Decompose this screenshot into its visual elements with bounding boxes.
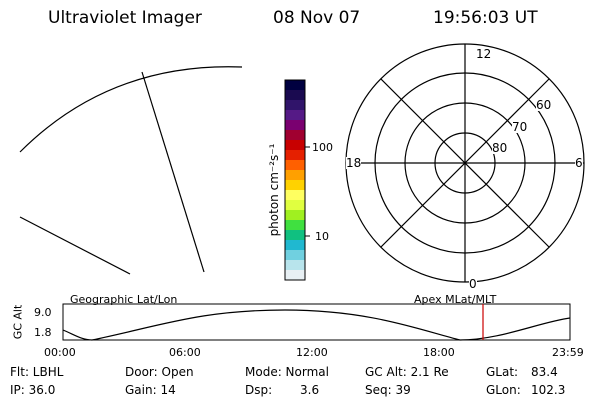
colorbar-cell (285, 120, 305, 131)
info-glon-label: GLon: (486, 383, 521, 397)
colorbar-cell (285, 170, 305, 181)
geo-meridian-line (141, 71, 205, 273)
lat-label-80: 80 (492, 141, 508, 155)
altplot-right-title: Apex MLat/MLT (414, 293, 497, 306)
colorbar-cell (285, 110, 305, 121)
altitude-curve (62, 309, 571, 341)
altplot-xtick-2359: 23:59 (552, 346, 584, 359)
colorbar-cell (285, 260, 305, 271)
altplot-frame (62, 303, 571, 341)
altplot-xtick-0000: 00:00 (44, 346, 76, 359)
colorbar-cell (285, 250, 305, 261)
colorbar-cell (285, 240, 305, 251)
lat-label-70: 70 (512, 120, 528, 134)
info-glon-value: 102.3 (531, 383, 566, 397)
colorbar-cell (285, 140, 305, 151)
colorbar-cell (285, 80, 305, 91)
colorbar-cell (285, 180, 305, 191)
info-mode: Mode: Normal (245, 365, 329, 379)
mlt-label-12: 12 (476, 47, 492, 61)
app-title: Ultraviolet Imager (48, 8, 202, 28)
mlt-label-0: 0 (469, 277, 477, 291)
colorbar-cell (285, 90, 305, 101)
altplot-xtick-1800: 18:00 (423, 346, 455, 359)
lat-label-60: 60 (536, 98, 552, 112)
info-gc-alt: GC Alt: 2.1 Re (365, 365, 449, 379)
altplot-ytick-high: 9.0 (34, 306, 52, 319)
info-dsp-value: 3.6 (300, 383, 320, 397)
info-filter: Flt: LBHL (10, 365, 64, 379)
info-gain: Gain: 14 (125, 383, 176, 397)
geo-latitude-line (19, 216, 131, 275)
info-glat-label: GLat: (486, 365, 519, 379)
colorbar-cell (285, 190, 305, 201)
colorbar-cell (285, 210, 305, 221)
date-label: 08 Nov 07 (273, 8, 361, 28)
colorbar-cell (285, 230, 305, 241)
altplot-xtick-1200: 12:00 (296, 346, 328, 359)
time-label: 19:56:03 UT (433, 8, 538, 28)
mlt-label-18: 18 (346, 156, 362, 170)
colorbar-cell (285, 200, 305, 211)
colorbar-frame (284, 79, 306, 281)
info-dsp-label: Dsp: (245, 383, 273, 397)
mlt-label-6: 6 (575, 156, 583, 170)
altplot-xtick-0600: 06:00 (169, 346, 201, 359)
altplot-ytick-low: 1.8 (34, 326, 52, 339)
info-seq: Seq: 39 (365, 383, 411, 397)
colorbar-cell (285, 130, 305, 141)
info-glat-value: 83.4 (531, 365, 558, 379)
colorbar-cell (285, 160, 305, 171)
colorbar-cell (285, 220, 305, 231)
colorbar-tick-label-10: 10 (315, 230, 329, 243)
info-ip: IP: 36.0 (10, 383, 56, 397)
colorbar-tick-label-100: 100 (312, 141, 333, 154)
earth-limb-arc (19, 66, 243, 153)
colorbar-cell (285, 150, 305, 161)
altplot-left-title: Geographic Lat/Lon (70, 293, 178, 306)
colorbar-cells (285, 80, 305, 281)
colorbar-cell (285, 270, 305, 281)
altplot-ylabel: GC Alt (11, 304, 25, 340)
polar-diagonal-2 (380, 78, 550, 248)
colorbar-cell (285, 100, 305, 111)
info-door: Door: Open (125, 365, 194, 379)
